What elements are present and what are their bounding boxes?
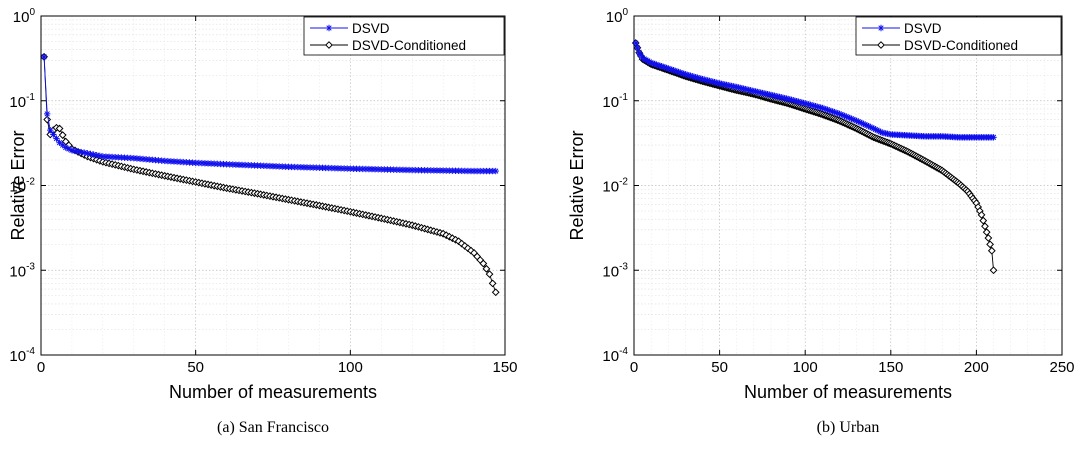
diamond-marker: [479, 259, 488, 268]
x-tick-label: 200: [964, 359, 989, 376]
diamond-marker: [467, 246, 475, 255]
y-tick-label: 100: [13, 7, 36, 26]
series-line: [635, 42, 994, 138]
diamond-marker: [491, 288, 500, 297]
asterisk-marker: [53, 135, 60, 142]
legend: DSVD DSVD-Conditioned: [303, 16, 505, 56]
y-tick-label: 10-1: [9, 92, 35, 111]
y-axis-label: Relative Error: [8, 130, 28, 240]
asterisk-marker: [56, 139, 63, 146]
x-tick-label: 150: [878, 359, 903, 376]
legend-label: DSVD: [352, 21, 390, 36]
y-tick-label: 10-4: [602, 346, 628, 365]
y-tick-label: 10-3: [9, 261, 35, 280]
x-tick-label: 0: [630, 359, 638, 376]
diamond-marker: [987, 246, 996, 255]
legend-label: DSVD-Conditioned: [352, 38, 466, 53]
asterisk-marker: [50, 131, 57, 138]
asterisk-marker: [43, 110, 51, 118]
chart-panel-1: 0 50 100 150 200 250 10-4 10-3 10-2 10-1 100 Number…: [567, 7, 1075, 436]
diamond-marker: [488, 279, 497, 288]
x-tick-label: 150: [492, 359, 517, 376]
y-tick-label: 10-3: [602, 261, 628, 280]
legend-box: [855, 16, 1062, 56]
asterisk-marker: [47, 126, 54, 134]
x-tick-label: 100: [338, 359, 363, 376]
diamond-marker: [482, 264, 491, 273]
y-tick-label: 10-1: [602, 92, 628, 111]
diamond-marker: [984, 234, 993, 242]
x-tick-label: 0: [37, 359, 45, 376]
diamond-marker: [58, 131, 67, 139]
asterisk-marker: [492, 167, 499, 175]
x-tick-label: 50: [187, 359, 204, 376]
diamond-marker: [877, 41, 885, 49]
x-axis-label: Number of measurements: [744, 382, 952, 402]
legend-box: [303, 16, 505, 56]
y-tick-label: 10-2: [9, 177, 35, 196]
diamond-marker: [55, 124, 64, 133]
y-tick-label: 10-2: [602, 177, 628, 196]
diamond-marker: [989, 266, 998, 275]
legend-label: DSVD-Conditioned: [904, 38, 1018, 53]
legend-label: DSVD: [904, 21, 942, 36]
diamond-marker: [325, 41, 333, 49]
figure-caption: (b) Urban: [817, 419, 880, 436]
diamond-marker: [986, 240, 995, 249]
series-dsvd: [40, 53, 499, 175]
diamond-marker: [979, 216, 988, 225]
y-axis-label: Relative Error: [567, 130, 587, 240]
diamond-marker: [982, 228, 991, 237]
asterisk-marker: [325, 24, 333, 32]
legend: DSVD DSVD-Conditioned: [855, 16, 1062, 56]
asterisk-marker: [40, 53, 48, 61]
x-tick-label: 100: [793, 359, 818, 376]
asterisk-marker: [877, 24, 885, 32]
asterisk-marker: [634, 44, 641, 52]
chart-panel-0: 0 50 100 150 10-4 10-3 10-2 10-1 100 Number of me…: [8, 7, 518, 436]
asterisk-marker: [990, 134, 997, 141]
asterisk-marker: [632, 39, 639, 47]
series-line: [43, 56, 497, 293]
figure-caption: (a) San Francisco: [217, 419, 329, 436]
y-tick-label: 10-4: [9, 346, 35, 365]
diamond-marker: [981, 222, 989, 231]
series-dsvd-conditioned: [40, 52, 500, 297]
diamond-marker: [485, 270, 494, 279]
series-dsvd: [632, 39, 997, 141]
diamond-marker: [977, 210, 986, 219]
x-axis-label: Number of measurements: [169, 382, 377, 402]
x-tick-label: 250: [1049, 359, 1074, 376]
y-tick-label: 100: [606, 7, 629, 26]
diamond-marker: [43, 115, 52, 124]
x-tick-label: 50: [711, 359, 728, 376]
